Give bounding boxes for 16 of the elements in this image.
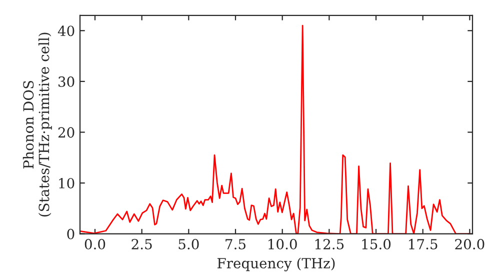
y-axis-title: Phonon DOS (States/THz·primitive cell) <box>22 32 52 216</box>
y-tick-label: 0 <box>67 228 74 240</box>
x-tick-label: 20.0 <box>455 238 484 250</box>
y-tick-label: 20 <box>58 127 74 138</box>
x-tick-label: 2.5 <box>132 238 152 250</box>
y-tick-label: 10 <box>59 178 74 188</box>
x-tick-label: 17.5 <box>409 238 438 250</box>
x-tick-label: 7.5 <box>226 239 246 250</box>
x-tick-label: 0.0 <box>84 238 106 250</box>
x-tick-label: 5.0 <box>178 238 199 250</box>
x-tick-label: 10.0 <box>268 238 297 250</box>
x-tick-label: 12.5 <box>315 238 344 250</box>
x-axis-title: Frequency (THz) <box>217 258 335 272</box>
x-tick-label: 15.0 <box>362 238 391 250</box>
y-tick-label: 40 <box>58 26 74 36</box>
y-tick-label: 30 <box>58 76 74 87</box>
